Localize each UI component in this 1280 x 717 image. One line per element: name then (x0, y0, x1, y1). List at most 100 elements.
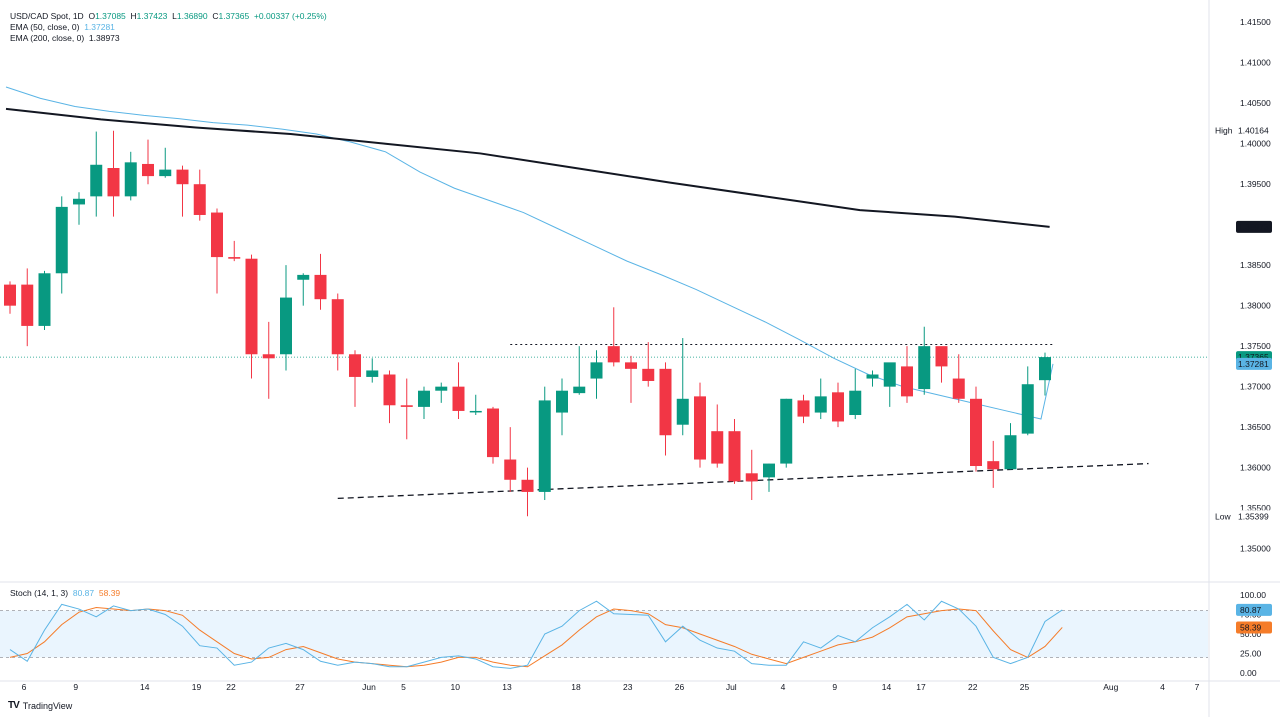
candle-body (4, 284, 16, 306)
legend-row-ema50: EMA (50, close, 0) 1.37281 (10, 22, 115, 33)
axes: 1.415001.410001.405001.400001.395001.390… (22, 17, 1272, 692)
candle-body (556, 390, 568, 413)
candle-body (711, 431, 724, 464)
stochastic-band (0, 610, 1208, 658)
ema50-line (5, 86, 1054, 420)
low-marker-tag (1236, 510, 1272, 523)
candle-body (176, 169, 189, 185)
time-tick-label: 10 (451, 682, 461, 692)
stoch-label: Stoch (14, 1, 3) (10, 588, 69, 598)
low-label: L (172, 11, 177, 21)
candle-body (590, 362, 603, 379)
candle-body (469, 410, 482, 413)
candle-body (331, 299, 344, 355)
candle-body (797, 400, 810, 417)
close-label: C (212, 11, 219, 21)
time-tick-label: 18 (571, 682, 581, 692)
stoch-d-marker-value: 58.39 (1240, 622, 1262, 632)
time-tick-label: 19 (192, 682, 202, 692)
tradingview-logo-icon: TV (8, 700, 20, 711)
stoch-tick-label: 0.00 (1240, 668, 1257, 678)
price-tick-label: 1.38000 (1240, 301, 1271, 311)
price-tick-label: 1.36000 (1240, 463, 1271, 473)
candle-body (142, 163, 154, 177)
time-tick-label: 22 (226, 682, 236, 692)
stoch-tick-label: 100.00 (1240, 590, 1266, 600)
candle-body (73, 198, 85, 205)
time-tick-label: 13 (502, 682, 512, 692)
last-price-marker-value: 1.37365 (1238, 352, 1269, 362)
legend-row-ema200: EMA (200, close, 0) 1.38973 (10, 33, 120, 44)
candle-body (107, 168, 120, 197)
candle-body (728, 431, 741, 482)
high-marker-tag (1236, 124, 1272, 137)
time-tick-label: Jun (362, 682, 376, 692)
high-marker-value: 1.40164 (1238, 125, 1269, 135)
price-tick-label: 1.35000 (1240, 544, 1271, 554)
stochastic-lines (9, 600, 1063, 669)
candle-body (55, 206, 68, 274)
price-tick-label: 1.41500 (1240, 17, 1271, 27)
price-tick-label: 1.37000 (1240, 382, 1271, 392)
close-value: 1.37365 (218, 11, 250, 21)
time-tick-label: 26 (675, 682, 685, 692)
candle-body (297, 274, 310, 280)
stoch-d-value: 58.39 (98, 588, 121, 598)
high-marker-label: High (1215, 125, 1233, 135)
price-tick-label: 1.41000 (1240, 58, 1271, 68)
low-value: 1.36890 (176, 11, 208, 21)
symbol-label: USD/CAD Spot, 1D (10, 11, 84, 21)
stoch-d-line (9, 606, 1063, 668)
candle-body (504, 459, 517, 480)
candle-body (952, 378, 965, 399)
stoch-k-value: 80.87 (72, 588, 95, 598)
candle-body (745, 473, 758, 482)
candle-body (400, 405, 413, 407)
time-tick-label: Aug (1103, 682, 1118, 692)
candle-body (435, 386, 448, 391)
price-tick-label: 1.40000 (1240, 139, 1271, 149)
low-marker-label: Low (1215, 511, 1231, 521)
candle-body (918, 346, 931, 390)
support-line (337, 462, 1149, 500)
time-tick-label: 14 (140, 682, 150, 692)
ema50-value: 1.37281 (84, 22, 115, 32)
candle-body (832, 392, 844, 422)
candle-body (1021, 384, 1034, 434)
time-tick-label: 9 (832, 682, 837, 692)
brand[interactable]: TV TradingView (8, 700, 72, 711)
low-marker-value: 1.35399 (1238, 511, 1269, 521)
time-tick-label: 22 (968, 682, 978, 692)
stoch-k-line (9, 600, 1063, 669)
ema50-marker-value: 1.37281 (1238, 359, 1269, 369)
open-value: 1.37085 (95, 11, 126, 21)
time-tick-label: 7 (1195, 682, 1200, 692)
ema200-label: EMA (200, close, 0) (10, 33, 85, 43)
stoch-d-marker-tag (1236, 621, 1272, 634)
candle-body (1004, 435, 1017, 470)
time-tick-label: 27 (295, 682, 305, 692)
price-tick-label: 1.38500 (1240, 260, 1271, 270)
legend-row-price: USD/CAD Spot, 1D O1.37085 H1.37423 L1.36… (10, 11, 327, 22)
candle-body (314, 274, 327, 300)
candle-body (262, 354, 275, 359)
stoch-tick-label: 50.00 (1240, 629, 1262, 639)
candle-body (538, 400, 551, 492)
candle-body (245, 258, 258, 355)
candle-body (452, 386, 465, 411)
time-tick-label: Jul (726, 682, 737, 692)
ema200-value: 1.38973 (88, 33, 120, 43)
time-tick-label: 5 (401, 682, 406, 692)
open-label: O (88, 11, 96, 21)
price-tick-label: 1.39500 (1240, 179, 1271, 189)
candle-body (159, 169, 172, 177)
candle-body (383, 374, 396, 406)
candle-body (814, 396, 827, 413)
candle-body (987, 461, 1000, 470)
candle-body (193, 184, 206, 215)
candle-body (573, 386, 586, 394)
time-tick-label: 14 (882, 682, 892, 692)
candle-body (487, 408, 499, 458)
